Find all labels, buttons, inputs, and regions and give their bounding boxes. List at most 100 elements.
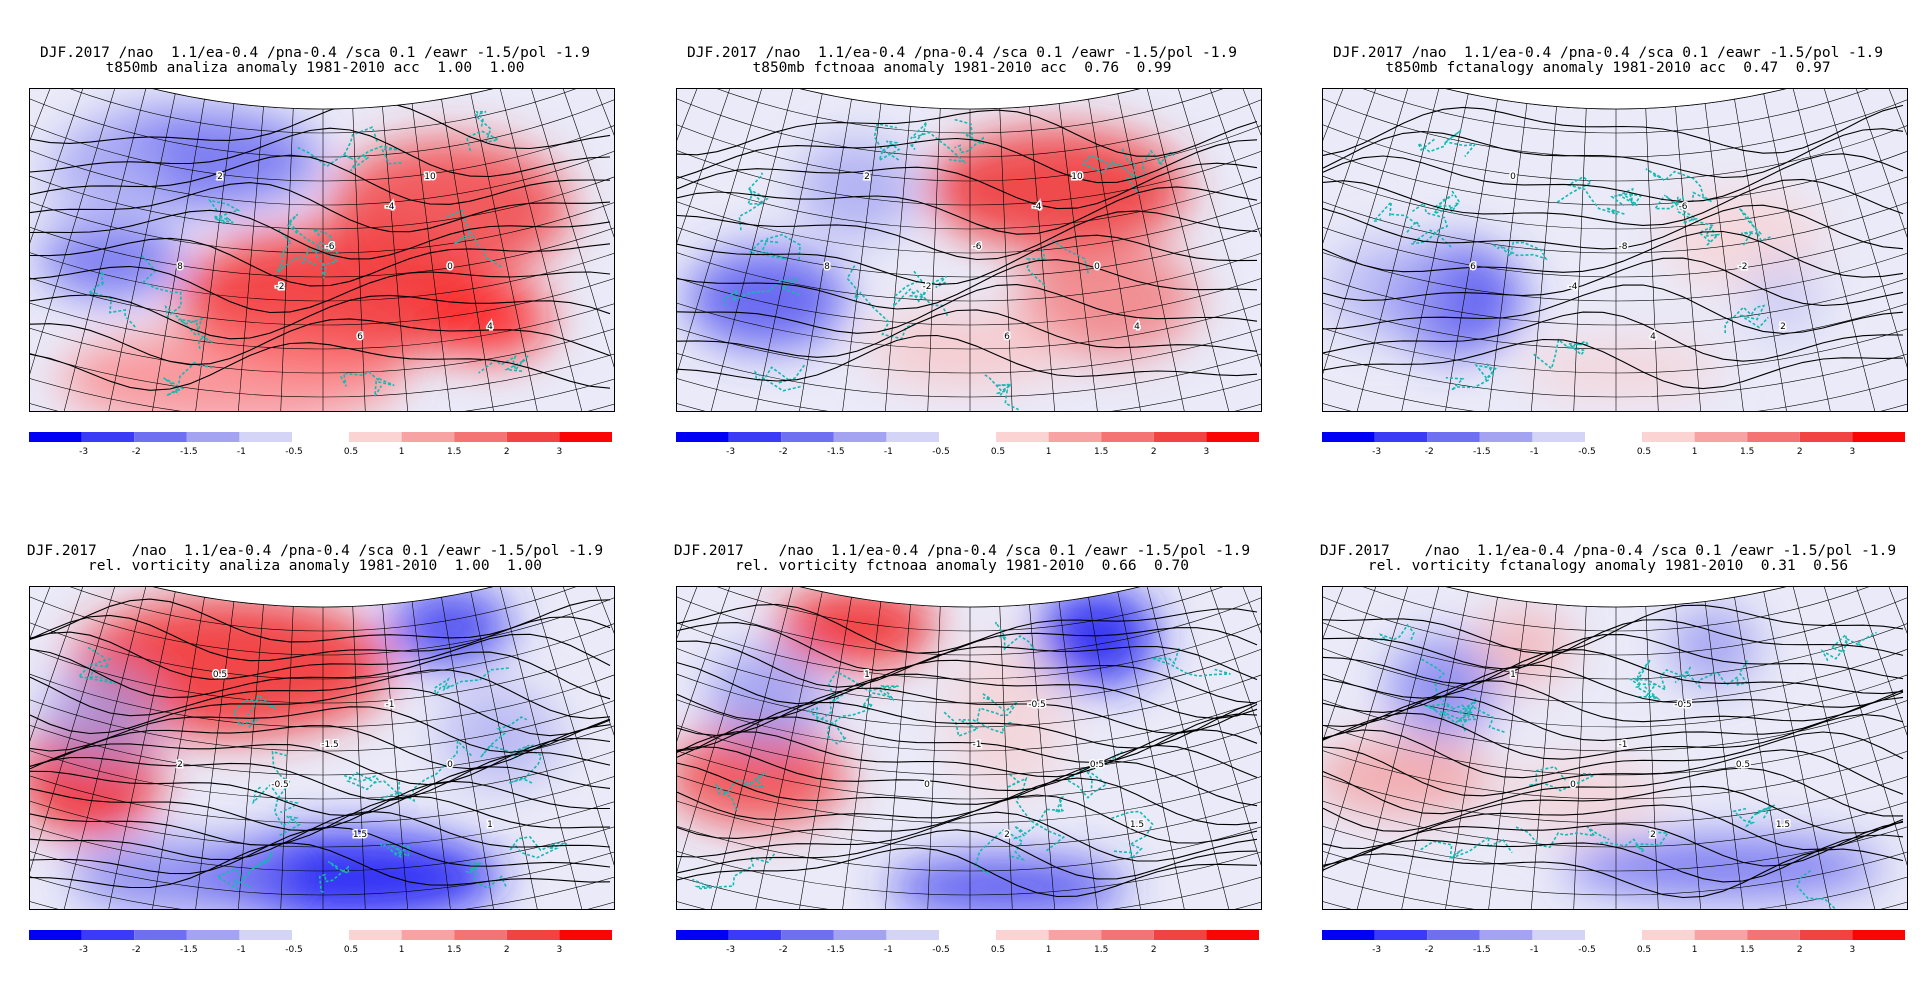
colorbar-tick-label: -2 <box>132 945 141 955</box>
colorbar-swatch <box>833 930 887 940</box>
colorbar-tick-label: 2 <box>1797 945 1803 955</box>
colorbar-tick-label: -3 <box>1372 945 1381 955</box>
colorbar-tick-label: -1.5 <box>827 447 845 457</box>
colorbar-legend: -3 -2 -1.5 -1 -0.5 0.5 1 1.5 2 3 <box>676 432 1262 460</box>
colorbar-swatch <box>239 432 292 442</box>
colorbar-swatch <box>1532 432 1585 442</box>
map-sector: -1.5 -1 -0.5 0 0.5 1 1.5 2 <box>30 587 614 909</box>
colorbar-tick-label: 2 <box>1151 945 1157 955</box>
colorbar-tick-label: -1.5 <box>1473 945 1491 955</box>
contour-label: 2 <box>1780 322 1786 332</box>
colorbar-tick-label: -3 <box>79 945 88 955</box>
colorbar-scale: -3 -2 -1.5 -1 -0.5 0.5 1 1.5 2 3 <box>1322 432 1905 457</box>
map-sector: -1 -0.5 0 0.5 1 1.5 2 <box>1323 587 1907 909</box>
contour-lines <box>30 598 611 889</box>
contour-label: 6 <box>1470 262 1476 272</box>
colorbar-swatch <box>728 930 782 940</box>
contour-label: 2 <box>177 760 183 770</box>
map-canvas: -6 -4 -2 0 2 4 6 8 10 <box>677 89 1261 411</box>
colorbar-tick-label: 1.5 <box>1094 447 1108 457</box>
contour-label: 1 <box>1510 670 1516 680</box>
panel-vorticity-fctanalogy: DJF.2017 /nao 1.1/ea-0.4 /pna-0.4 /sca 0… <box>1308 538 1908 955</box>
map-canvas: -8 -6 -4 -2 0 2 4 6 <box>1323 89 1907 411</box>
contour-label: 6 <box>1004 332 1010 342</box>
colorbar-swatch <box>781 930 834 940</box>
map-sector: -6 -4 -2 0 2 4 6 8 10 <box>30 89 614 411</box>
colorbar-swatch <box>239 930 292 940</box>
colorbar-tick-label: -2 <box>779 447 788 457</box>
colorbar-legend: -3 -2 -1.5 -1 -0.5 0.5 1 1.5 2 3 <box>29 930 615 958</box>
contour-label: 2 <box>1004 830 1010 840</box>
colorbar-swatch <box>1101 930 1154 940</box>
shaded-anomaly-field <box>30 587 560 909</box>
colorbar-swatch <box>559 930 612 940</box>
panel-vorticity-fctnoaa: DJF.2017 /nao 1.1/ea-0.4 /pna-0.4 /sca 0… <box>662 538 1262 955</box>
colorbar-swatch <box>1153 930 1207 940</box>
colorbar-swatch <box>1642 930 1695 940</box>
anomaly-map: -1 -0.5 0 0.5 1 1.5 2 <box>676 586 1262 910</box>
map-canvas: -1.5 -1 -0.5 0 0.5 1 1.5 2 <box>30 587 614 909</box>
colorbar-tick-label: -3 <box>726 447 735 457</box>
colorbar-scale: -3 -2 -1.5 -1 -0.5 0.5 1 1.5 2 3 <box>1322 930 1905 955</box>
colorbar-swatch <box>29 930 82 940</box>
panel-title-line2: t850mb fctnoaa anomaly 1981-2010 acc 0.7… <box>752 60 1172 76</box>
contour-label: 1 <box>864 670 870 680</box>
contour-label: -6 <box>1679 202 1688 212</box>
contour-label: -6 <box>973 242 982 252</box>
contour-label: -0.5 <box>271 780 289 790</box>
colorbar-tick-label: 1 <box>1692 945 1698 955</box>
contour-lines <box>1323 104 1904 390</box>
map-canvas: -1 -0.5 0 0.5 1 1.5 2 <box>677 587 1261 909</box>
colorbar-swatch <box>996 432 1049 442</box>
panel-title-line1: DJF.2017 /nao 1.1/ea-0.4 /pna-0.4 /sca 0… <box>1333 45 1883 61</box>
anomaly-map: -1 -0.5 0 0.5 1 1.5 2 <box>1322 586 1908 910</box>
contour-label: -6 <box>326 242 335 252</box>
colorbar-tick-label: 3 <box>1850 945 1856 955</box>
colorbar-tick-label: -2 <box>132 447 141 457</box>
contour-label: 2 <box>864 172 870 182</box>
contour-label: 0 <box>447 262 453 272</box>
colorbar-swatch <box>1799 930 1853 940</box>
colorbar-scale: -3 -2 -1.5 -1 -0.5 0.5 1 1.5 2 3 <box>676 432 1259 457</box>
colorbar-swatch <box>1374 930 1428 940</box>
colorbar-legend: -3 -2 -1.5 -1 -0.5 0.5 1 1.5 2 3 <box>29 432 615 460</box>
colorbar-swatch <box>1852 930 1905 940</box>
anomaly-map: -6 -4 -2 0 2 4 6 8 10 <box>676 88 1262 412</box>
colorbar-tick-label: -0.5 <box>285 447 303 457</box>
anomaly-map: -1.5 -1 -0.5 0 0.5 1 1.5 2 <box>29 586 615 910</box>
colorbar-swatch <box>1694 432 1748 442</box>
colorbar-tick-label: -1 <box>884 945 893 955</box>
colorbar-swatch <box>886 930 939 940</box>
colorbar-tick-label: 1.5 <box>447 447 461 457</box>
colorbar-swatch <box>1799 432 1853 442</box>
contour-lines <box>30 100 611 391</box>
map-sector: -1 -0.5 0 0.5 1 1.5 2 <box>677 587 1261 909</box>
colorbar-swatch <box>1852 432 1905 442</box>
contour-label: -1 <box>1619 740 1628 750</box>
colorbar-tick-label: -2 <box>1425 447 1434 457</box>
panel-title-line1: DJF.2017 /nao 1.1/ea-0.4 /pna-0.4 /sca 0… <box>687 45 1237 61</box>
contour-label: 10 <box>424 172 436 182</box>
colorbar-swatch <box>81 930 135 940</box>
colorbar-tick-label: -1.5 <box>180 447 198 457</box>
map-sector: -6 -4 -2 0 2 4 6 8 10 <box>677 89 1261 411</box>
colorbar-tick-label: 2 <box>504 447 510 457</box>
contour-label: -0.5 <box>1674 700 1692 710</box>
contour-label: 0.5 <box>1736 760 1750 770</box>
colorbar-swatch <box>81 432 135 442</box>
contour-label: 6 <box>357 332 363 342</box>
colorbar-swatch <box>454 930 507 940</box>
colorbar-swatch <box>1532 930 1585 940</box>
panel-title-line2: t850mb fctanalogy anomaly 1981-2010 acc … <box>1385 60 1831 76</box>
contour-label: 4 <box>487 322 493 332</box>
colorbar-swatch <box>1101 432 1154 442</box>
contour-label: 8 <box>177 262 183 272</box>
contour-label: 8 <box>824 262 830 272</box>
colorbar-tick-label: 0.5 <box>344 447 358 457</box>
coastline <box>1371 129 1771 391</box>
colorbar-tick-label: 1.5 <box>1740 447 1754 457</box>
contour-label: 4 <box>1134 322 1140 332</box>
colorbar-swatch <box>886 432 939 442</box>
colorbar-swatch <box>506 432 560 442</box>
colorbar-tick-label: 0.5 <box>991 945 1005 955</box>
